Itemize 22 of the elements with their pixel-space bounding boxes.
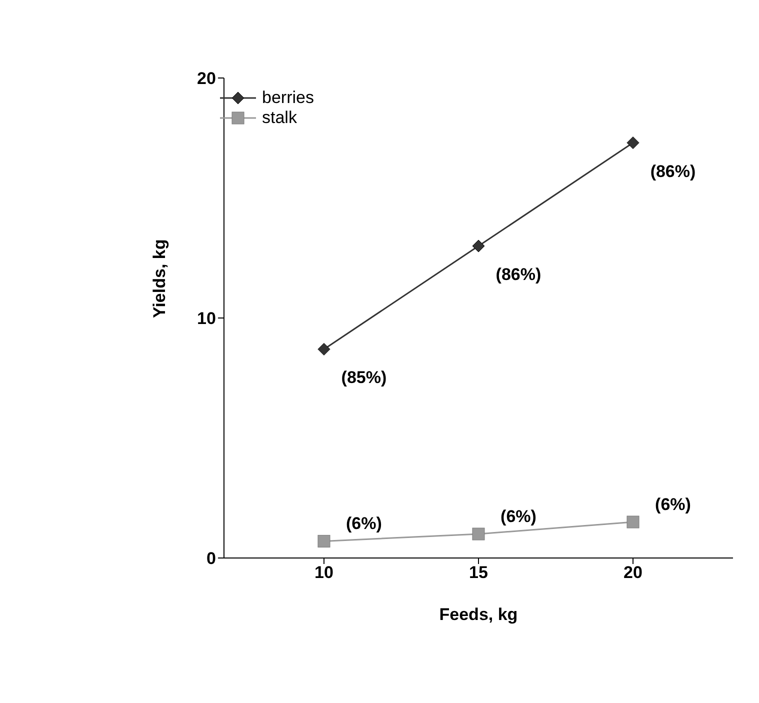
x-tick-label: 10 <box>314 563 334 582</box>
point <box>318 342 330 356</box>
y-tick-label: 0 <box>206 549 216 568</box>
point <box>472 240 485 252</box>
point <box>626 516 640 528</box>
legend-label: stalk <box>262 108 297 128</box>
x-axis-title: Feeds, kg <box>439 605 518 624</box>
point <box>626 136 640 150</box>
x-tick-label: 15 <box>469 563 488 582</box>
legend-label: berries <box>262 88 314 108</box>
annotation: (6%) <box>500 507 536 526</box>
annotation: (6%) <box>346 514 382 534</box>
y-tick-label: 20 <box>197 69 216 88</box>
annotation: (6%) <box>655 495 691 514</box>
x-tick-label: 20 <box>624 563 642 582</box>
point <box>472 528 485 540</box>
annotation: (86%) <box>496 265 542 284</box>
point <box>318 534 330 548</box>
y-axis-title: Yields, kg <box>150 239 170 318</box>
annotation: (86%) <box>650 162 696 181</box>
y-tick-label: 10 <box>197 309 216 328</box>
annotation: (85%) <box>341 368 387 388</box>
